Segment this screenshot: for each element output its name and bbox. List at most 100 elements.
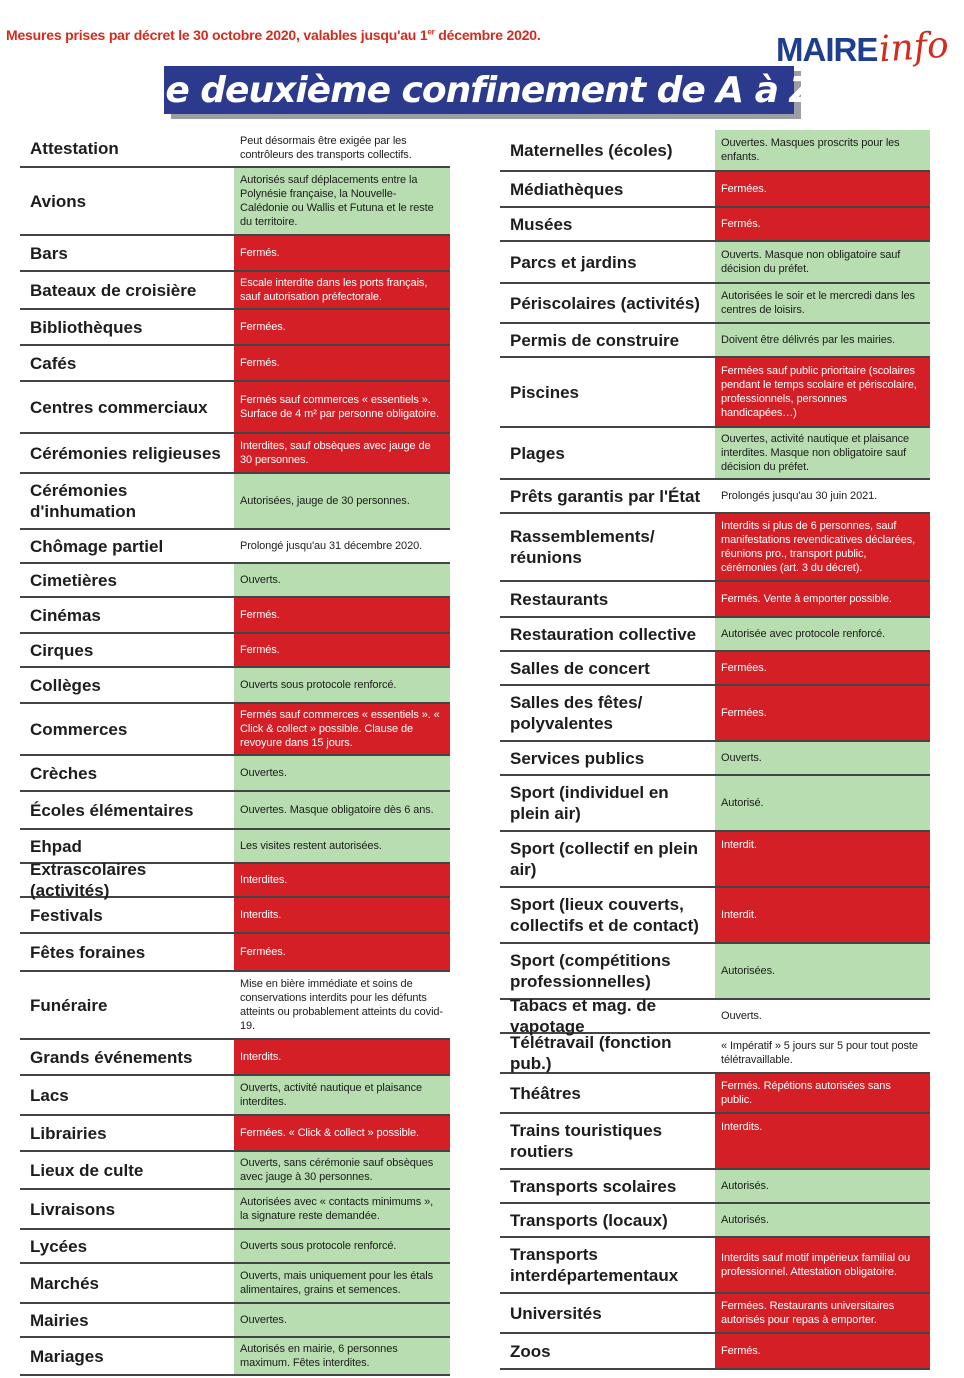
row-status: Autorisées avec « contacts minimums », l…: [234, 1190, 450, 1228]
table-row: Crèches Ouvertes.: [20, 756, 450, 792]
table-row: Collèges Ouverts sous protocole renforcé.: [20, 668, 450, 704]
decree-note-text: Mesures prises par décret le 30 octobre …: [6, 27, 428, 43]
row-label: Médiathèques: [510, 179, 624, 199]
row-status: Fermées.: [715, 686, 930, 740]
table-row: Permis de construire Doivent être délivré…: [500, 324, 930, 358]
table-row: Télétravail (fonction pub.) « Impératif »…: [500, 1033, 930, 1074]
title-banner: Le deuxième confinement de A à Z: [143, 66, 816, 114]
row-label: Livraisons: [30, 1199, 116, 1219]
row-status: Autorisées, jauge de 30 personnes.: [234, 474, 450, 528]
table-row: Cinémas Fermés.: [20, 598, 450, 634]
row-label: Cinémas: [30, 605, 101, 625]
row-label: Lacs: [30, 1085, 69, 1105]
table-row: Cimetières Ouverts.: [20, 564, 450, 598]
row-label: Plages: [510, 443, 565, 463]
row-status: Fermées sauf public prioritaire (scolair…: [715, 358, 930, 426]
row-status: Autorisé.: [715, 776, 930, 830]
table-row: Salles des fêtes/ polyvalentes Fermées.: [500, 686, 930, 742]
row-status: Mise en bière immédiate et soins de cons…: [234, 972, 450, 1038]
row-status: « Impératif » 5 jours sur 5 pour tout po…: [715, 1034, 930, 1072]
row-label: Piscines: [510, 382, 579, 402]
row-status: Fermés.: [234, 634, 450, 666]
table-row: Services publics Ouverts.: [500, 742, 930, 776]
row-label: Funéraire: [30, 995, 108, 1015]
row-label: Périscolaires (activités): [510, 293, 700, 313]
table-row: Restaurants Fermés. Vente à emporter poss…: [500, 582, 930, 618]
row-status: Fermés. Vente à emporter possible.: [715, 582, 930, 616]
row-label: Zoos: [510, 1341, 551, 1361]
row-status: Ouvertes.: [234, 756, 450, 790]
row-status: Ouverts, sans cérémonie sauf obsèques av…: [234, 1152, 450, 1188]
row-label: Universités: [510, 1303, 602, 1323]
table-row: Sport (compétitions professionnelles) Aut…: [500, 944, 930, 1000]
table-row: Maternelles (écoles) Ouvertes. Masques pr…: [500, 130, 930, 172]
row-label: Mariages: [30, 1346, 104, 1366]
table-row: Salles de concert Fermées.: [500, 652, 930, 686]
table-row: Écoles élémentaires Ouvertes. Masque obli…: [20, 792, 450, 830]
row-status: Fermés sauf commerces « essentiels ». « …: [234, 704, 450, 754]
table-row: Grands événements Interdits.: [20, 1040, 450, 1076]
row-label: Lycées: [30, 1236, 88, 1256]
logo-info-text: info: [877, 24, 951, 71]
table-row: Médiathèques Fermées.: [500, 172, 930, 208]
row-status: Autorisés en mairie, 6 personnes maximum…: [234, 1338, 450, 1374]
row-label: Transports interdépartementaux: [510, 1245, 679, 1285]
table-row: Cérémonies d'inhumation Autorisées, jauge…: [20, 474, 450, 530]
right-column-table: Maternelles (écoles) Ouvertes. Masques pr…: [500, 130, 930, 1370]
row-status: Interdits.: [715, 1114, 930, 1168]
row-label: Trains touristiques routiers: [510, 1121, 663, 1161]
row-status: Interdites, sauf obsèques avec jauge de …: [234, 434, 450, 472]
row-label: Crèches: [30, 763, 98, 783]
row-status: Autorisées.: [715, 944, 930, 998]
table-row: Fêtes foraines Fermées.: [20, 934, 450, 972]
table-row: Transports (locaux) Autorisés.: [500, 1204, 930, 1238]
row-status: Fermées.: [234, 934, 450, 970]
table-row: Transports scolaires Autorisés.: [500, 1170, 930, 1204]
row-status: Ouvertes. Masques proscrits pour les enf…: [715, 130, 930, 170]
row-status: Prolongés jusqu'au 30 juin 2021.: [715, 480, 930, 512]
table-row: Rassemblements/ réunions Interdits si plu…: [500, 514, 930, 582]
decree-note: Mesures prises par décret le 30 octobre …: [6, 27, 541, 43]
row-status: Doivent être délivrés par les mairies.: [715, 324, 930, 356]
row-label: Sport (individuel en plein air): [510, 783, 669, 823]
row-label: Bibliothèques: [30, 317, 143, 337]
table-row: Théâtres Fermés. Répétions autorisées san…: [500, 1074, 930, 1114]
row-label: Restauration collective: [510, 624, 697, 644]
table-row: Festivals Interdits.: [20, 898, 450, 934]
table-row: Attestation Peut désormais être exigée pa…: [20, 130, 450, 168]
table-row: Tabacs et mag. de vapotage Ouverts.: [500, 996, 930, 1036]
row-status: Fermées. « Click & collect » possible.: [234, 1116, 450, 1150]
row-label: Prêts garantis par l'État: [510, 486, 701, 506]
row-label: Bateaux de croisière: [30, 280, 197, 300]
row-status: Interdit.: [715, 888, 930, 942]
table-row: Parcs et jardins Ouverts. Masque non obli…: [500, 242, 930, 284]
row-label: Marchés: [30, 1273, 99, 1293]
table-row: Cérémonies religieuses Interdites, sauf o…: [20, 434, 450, 474]
table-row: Funéraire Mise en bière immédiate et soin…: [20, 972, 450, 1040]
table-row: Commerces Fermés sauf commerces « essenti…: [20, 704, 450, 756]
row-label: Cirques: [30, 640, 94, 660]
row-status: Prolongé jusqu'au 31 décembre 2020.: [234, 530, 450, 562]
row-label: Collèges: [30, 675, 101, 695]
row-status: Ouverts.: [715, 1000, 930, 1032]
row-status: Fermées. Restaurants universitaires auto…: [715, 1294, 930, 1332]
table-row: Sport (lieux couverts, collectifs et de …: [500, 888, 930, 944]
row-label: Services publics: [510, 748, 645, 768]
row-label: Sport (collectif en plein air): [510, 839, 698, 879]
row-label: Grands événements: [30, 1047, 193, 1067]
row-status: Ouvertes. Masque obligatoire dès 6 ans.: [234, 792, 450, 828]
row-status: Autorisées le soir et le mercredi dans l…: [715, 284, 930, 322]
row-status: Fermés.: [234, 346, 450, 380]
table-row: Trains touristiques routiers Interdits.: [500, 1114, 930, 1170]
row-status: Interdit.: [715, 832, 930, 886]
row-status: Fermées.: [234, 310, 450, 344]
row-label: Sport (compétitions professionnelles): [510, 951, 671, 991]
row-label: Extrascolaires (activités): [30, 860, 147, 900]
table-row: Mariages Autorisés en mairie, 6 personnes…: [20, 1338, 450, 1376]
table-row: Lycées Ouverts sous protocole renforcé.: [20, 1230, 450, 1264]
table-row: Chômage partiel Prolongé jusqu'au 31 déce…: [20, 530, 450, 564]
page-title: Le deuxième confinement de A à Z: [143, 69, 815, 111]
logo-maire-text: MAIRE: [776, 31, 878, 68]
row-label: Festivals: [30, 905, 103, 925]
row-status: Fermés sauf commerces « essentiels ». Su…: [234, 382, 450, 432]
